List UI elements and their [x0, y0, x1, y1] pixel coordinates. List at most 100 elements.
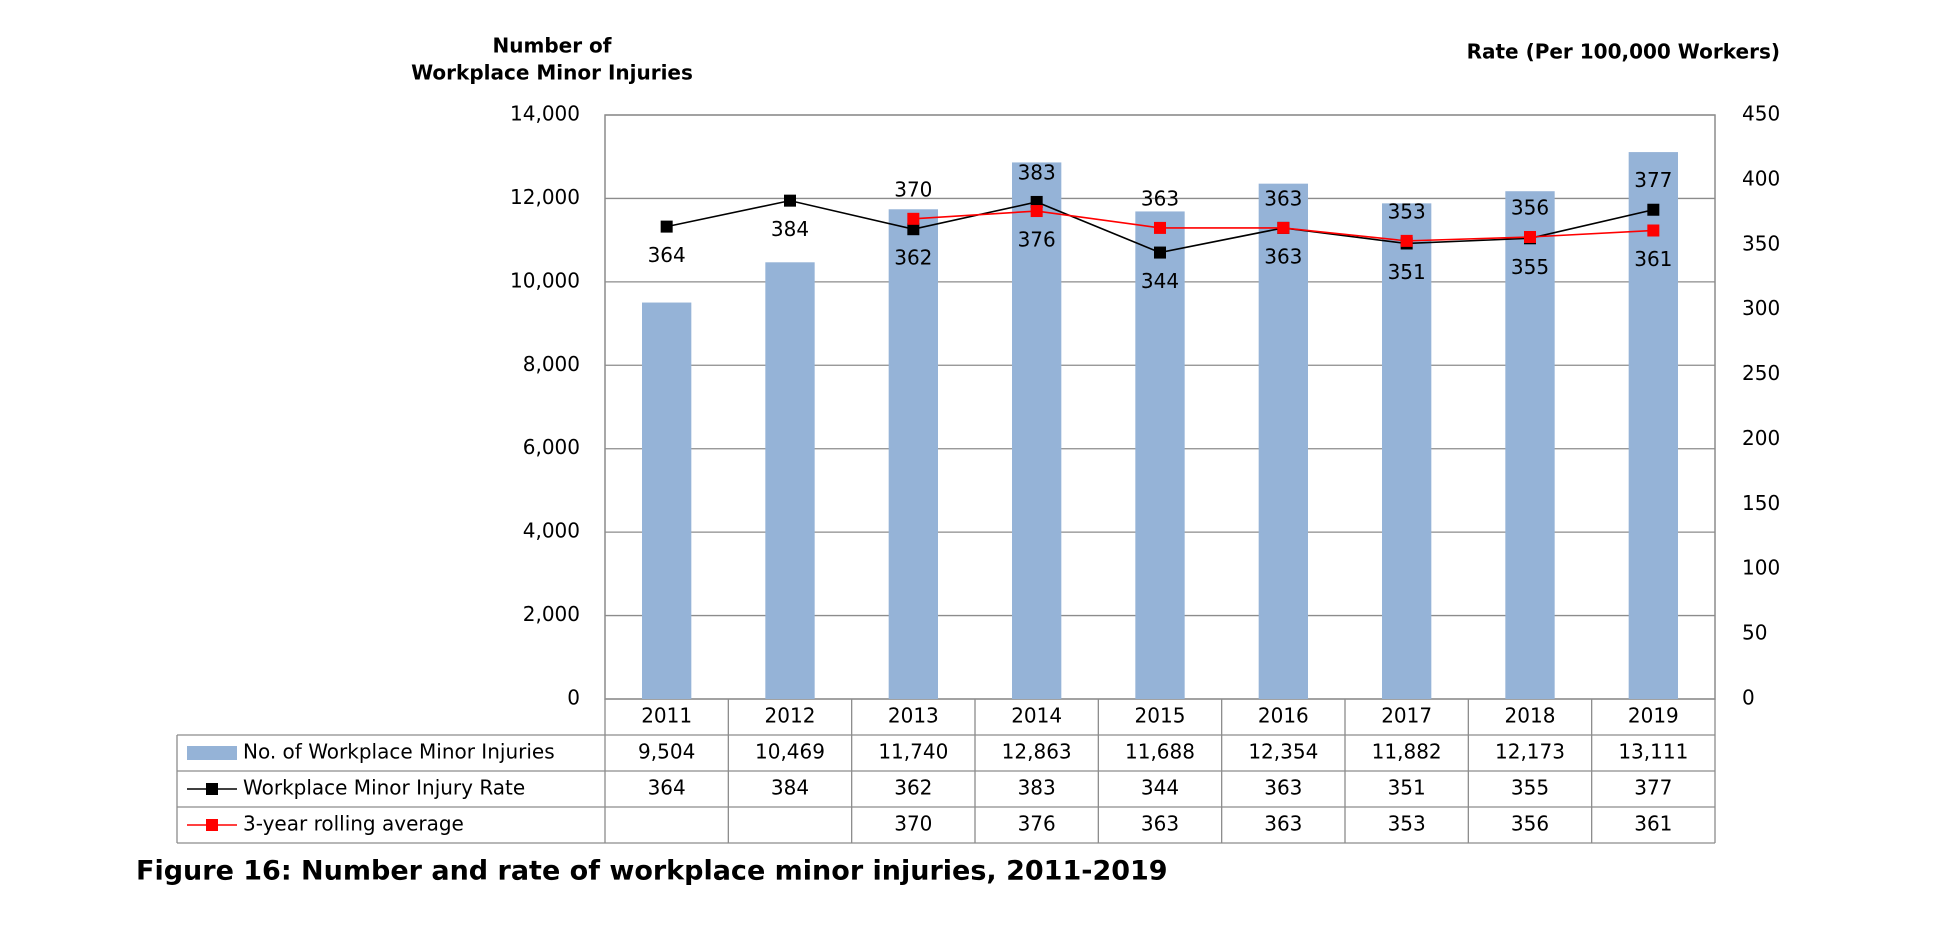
- data-label: 376: [1018, 228, 1056, 252]
- marker: [1030, 195, 1043, 208]
- table-cell: 370: [894, 812, 932, 836]
- table-cell: 12,863: [1002, 740, 1072, 764]
- table-cell: 363: [1264, 812, 1302, 836]
- data-label: 356: [1511, 195, 1549, 219]
- marker: [1647, 203, 1660, 216]
- bar: [1012, 162, 1062, 699]
- legend-swatch: [187, 746, 237, 760]
- y2-tick-label: 100: [1742, 556, 1780, 580]
- table-cell: 10,469: [755, 740, 825, 764]
- data-label: 364: [648, 243, 686, 267]
- table-cell: 13,111: [1618, 740, 1688, 764]
- table-cell: 361: [1634, 812, 1672, 836]
- table-cell: 355: [1511, 776, 1549, 800]
- y-axis-title: Number of: [493, 34, 612, 58]
- table-cell: 383: [1018, 776, 1056, 800]
- table-cell: 377: [1634, 776, 1672, 800]
- marker: [1154, 221, 1166, 234]
- table-cell: 353: [1388, 812, 1426, 836]
- x-tick-label: 2011: [641, 704, 692, 728]
- table-cell: 12,354: [1248, 740, 1318, 764]
- table-cell: 11,740: [878, 740, 948, 764]
- y-tick-label: 8,000: [523, 352, 580, 376]
- marker: [1524, 230, 1536, 243]
- y-tick-label: 0: [567, 686, 580, 710]
- table-cell: 364: [648, 776, 686, 800]
- bar: [1505, 191, 1555, 699]
- legend-label: Workplace Minor Injury Rate: [243, 776, 525, 800]
- x-tick-label: 2012: [765, 704, 816, 728]
- legend-swatch: [206, 783, 218, 795]
- bar: [1382, 203, 1432, 699]
- marker: [1400, 234, 1413, 247]
- bar: [765, 262, 815, 699]
- y2-axis-title: Rate (Per 100,000 Workers): [1467, 40, 1780, 64]
- table-cell: 11,882: [1372, 740, 1442, 764]
- table-cell: 12,173: [1495, 740, 1565, 764]
- y-tick-label: 10,000: [510, 268, 580, 292]
- table-cell: 363: [1141, 812, 1179, 836]
- y-tick-label: 4,000: [523, 519, 580, 543]
- y2-tick-label: 350: [1742, 231, 1780, 255]
- y-tick-label: 14,000: [510, 102, 580, 126]
- marker: [1647, 224, 1660, 237]
- data-label: 377: [1634, 168, 1672, 192]
- y-axis-title: Workplace Minor Injuries: [411, 61, 693, 85]
- data-label: 363: [1264, 244, 1302, 268]
- data-label: 351: [1388, 260, 1426, 284]
- marker: [1277, 221, 1290, 234]
- y2-tick-label: 0: [1742, 686, 1755, 710]
- marker: [784, 194, 796, 207]
- marker: [907, 212, 920, 225]
- data-label: 363: [1264, 186, 1302, 210]
- y2-tick-label: 50: [1742, 621, 1767, 645]
- y-tick-label: 6,000: [523, 435, 580, 459]
- data-label: 355: [1511, 255, 1549, 279]
- table-cell: 356: [1511, 812, 1549, 836]
- x-tick-label: 2017: [1381, 704, 1432, 728]
- table-cell: 11,688: [1125, 740, 1195, 764]
- data-label: 363: [1141, 186, 1179, 210]
- data-label: 344: [1141, 269, 1179, 293]
- x-tick-label: 2014: [1011, 704, 1062, 728]
- y-tick-label: 12,000: [510, 185, 580, 209]
- bar: [1135, 211, 1185, 700]
- x-tick-label: 2019: [1628, 704, 1679, 728]
- table-cell: 384: [771, 776, 809, 800]
- legend-label: 3-year rolling average: [243, 812, 464, 836]
- bar: [1628, 152, 1678, 700]
- x-tick-label: 2013: [888, 704, 939, 728]
- y2-tick-label: 150: [1742, 491, 1780, 515]
- y-tick-label: 2,000: [523, 602, 580, 626]
- data-label: 383: [1018, 160, 1056, 184]
- data-label: 384: [771, 217, 809, 241]
- legend-swatch: [206, 819, 218, 831]
- table-cell: 351: [1388, 776, 1426, 800]
- table-cell: 363: [1264, 776, 1302, 800]
- marker: [660, 220, 673, 233]
- y2-tick-label: 450: [1742, 102, 1780, 126]
- bar: [1258, 183, 1308, 699]
- table-cell: 9,504: [638, 740, 695, 764]
- marker: [1154, 246, 1166, 259]
- y2-tick-label: 200: [1742, 426, 1780, 450]
- chart-title: Figure 16: Number and rate of workplace …: [136, 856, 1168, 887]
- bar: [888, 209, 938, 699]
- x-tick-label: 2018: [1505, 704, 1556, 728]
- table-cell: 376: [1018, 812, 1056, 836]
- x-tick-label: 2016: [1258, 704, 1309, 728]
- data-label: 353: [1388, 199, 1426, 223]
- bar: [642, 302, 692, 699]
- data-label: 361: [1634, 247, 1672, 271]
- legend-label: No. of Workplace Minor Injuries: [243, 740, 555, 764]
- data-label: 362: [894, 246, 932, 270]
- y2-tick-label: 300: [1742, 296, 1780, 320]
- table-cell: 362: [894, 776, 932, 800]
- table-cell: 344: [1141, 776, 1179, 800]
- data-label: 370: [894, 177, 932, 201]
- marker: [1030, 205, 1043, 218]
- x-tick-label: 2015: [1135, 704, 1186, 728]
- y2-tick-label: 250: [1742, 361, 1780, 385]
